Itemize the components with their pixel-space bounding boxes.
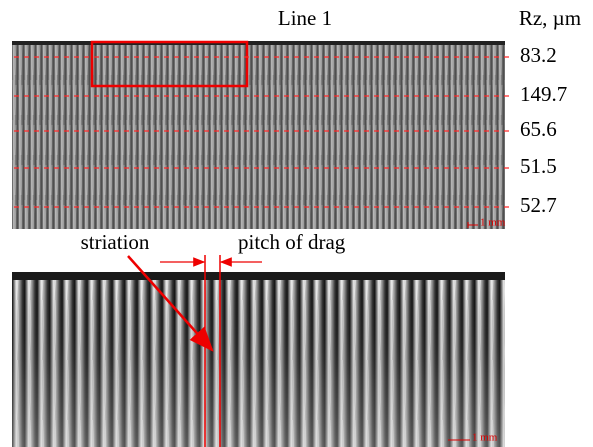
bottom-shading [12, 280, 505, 447]
title: Line 1 [278, 6, 332, 30]
top-scale-bar: 1 mm [480, 217, 506, 229]
rz-value: 83.2 [520, 43, 557, 67]
pitch-label: pitch of drag [238, 230, 346, 254]
rz-value: 51.5 [520, 154, 557, 178]
rz-value: 149.7 [520, 82, 567, 106]
rz-value: 52.7 [520, 193, 557, 217]
unit-header: Rz, µm [519, 6, 581, 30]
bottom-scale-bar: 1 mm [472, 432, 498, 444]
top-micrograph [12, 45, 505, 229]
figure: Line 1 Rz, µm 83.2 149.7 65.6 51.5 52.7 1 mm… [0, 0, 593, 447]
striation-label: striation [81, 230, 150, 254]
rz-value: 65.6 [520, 117, 557, 141]
